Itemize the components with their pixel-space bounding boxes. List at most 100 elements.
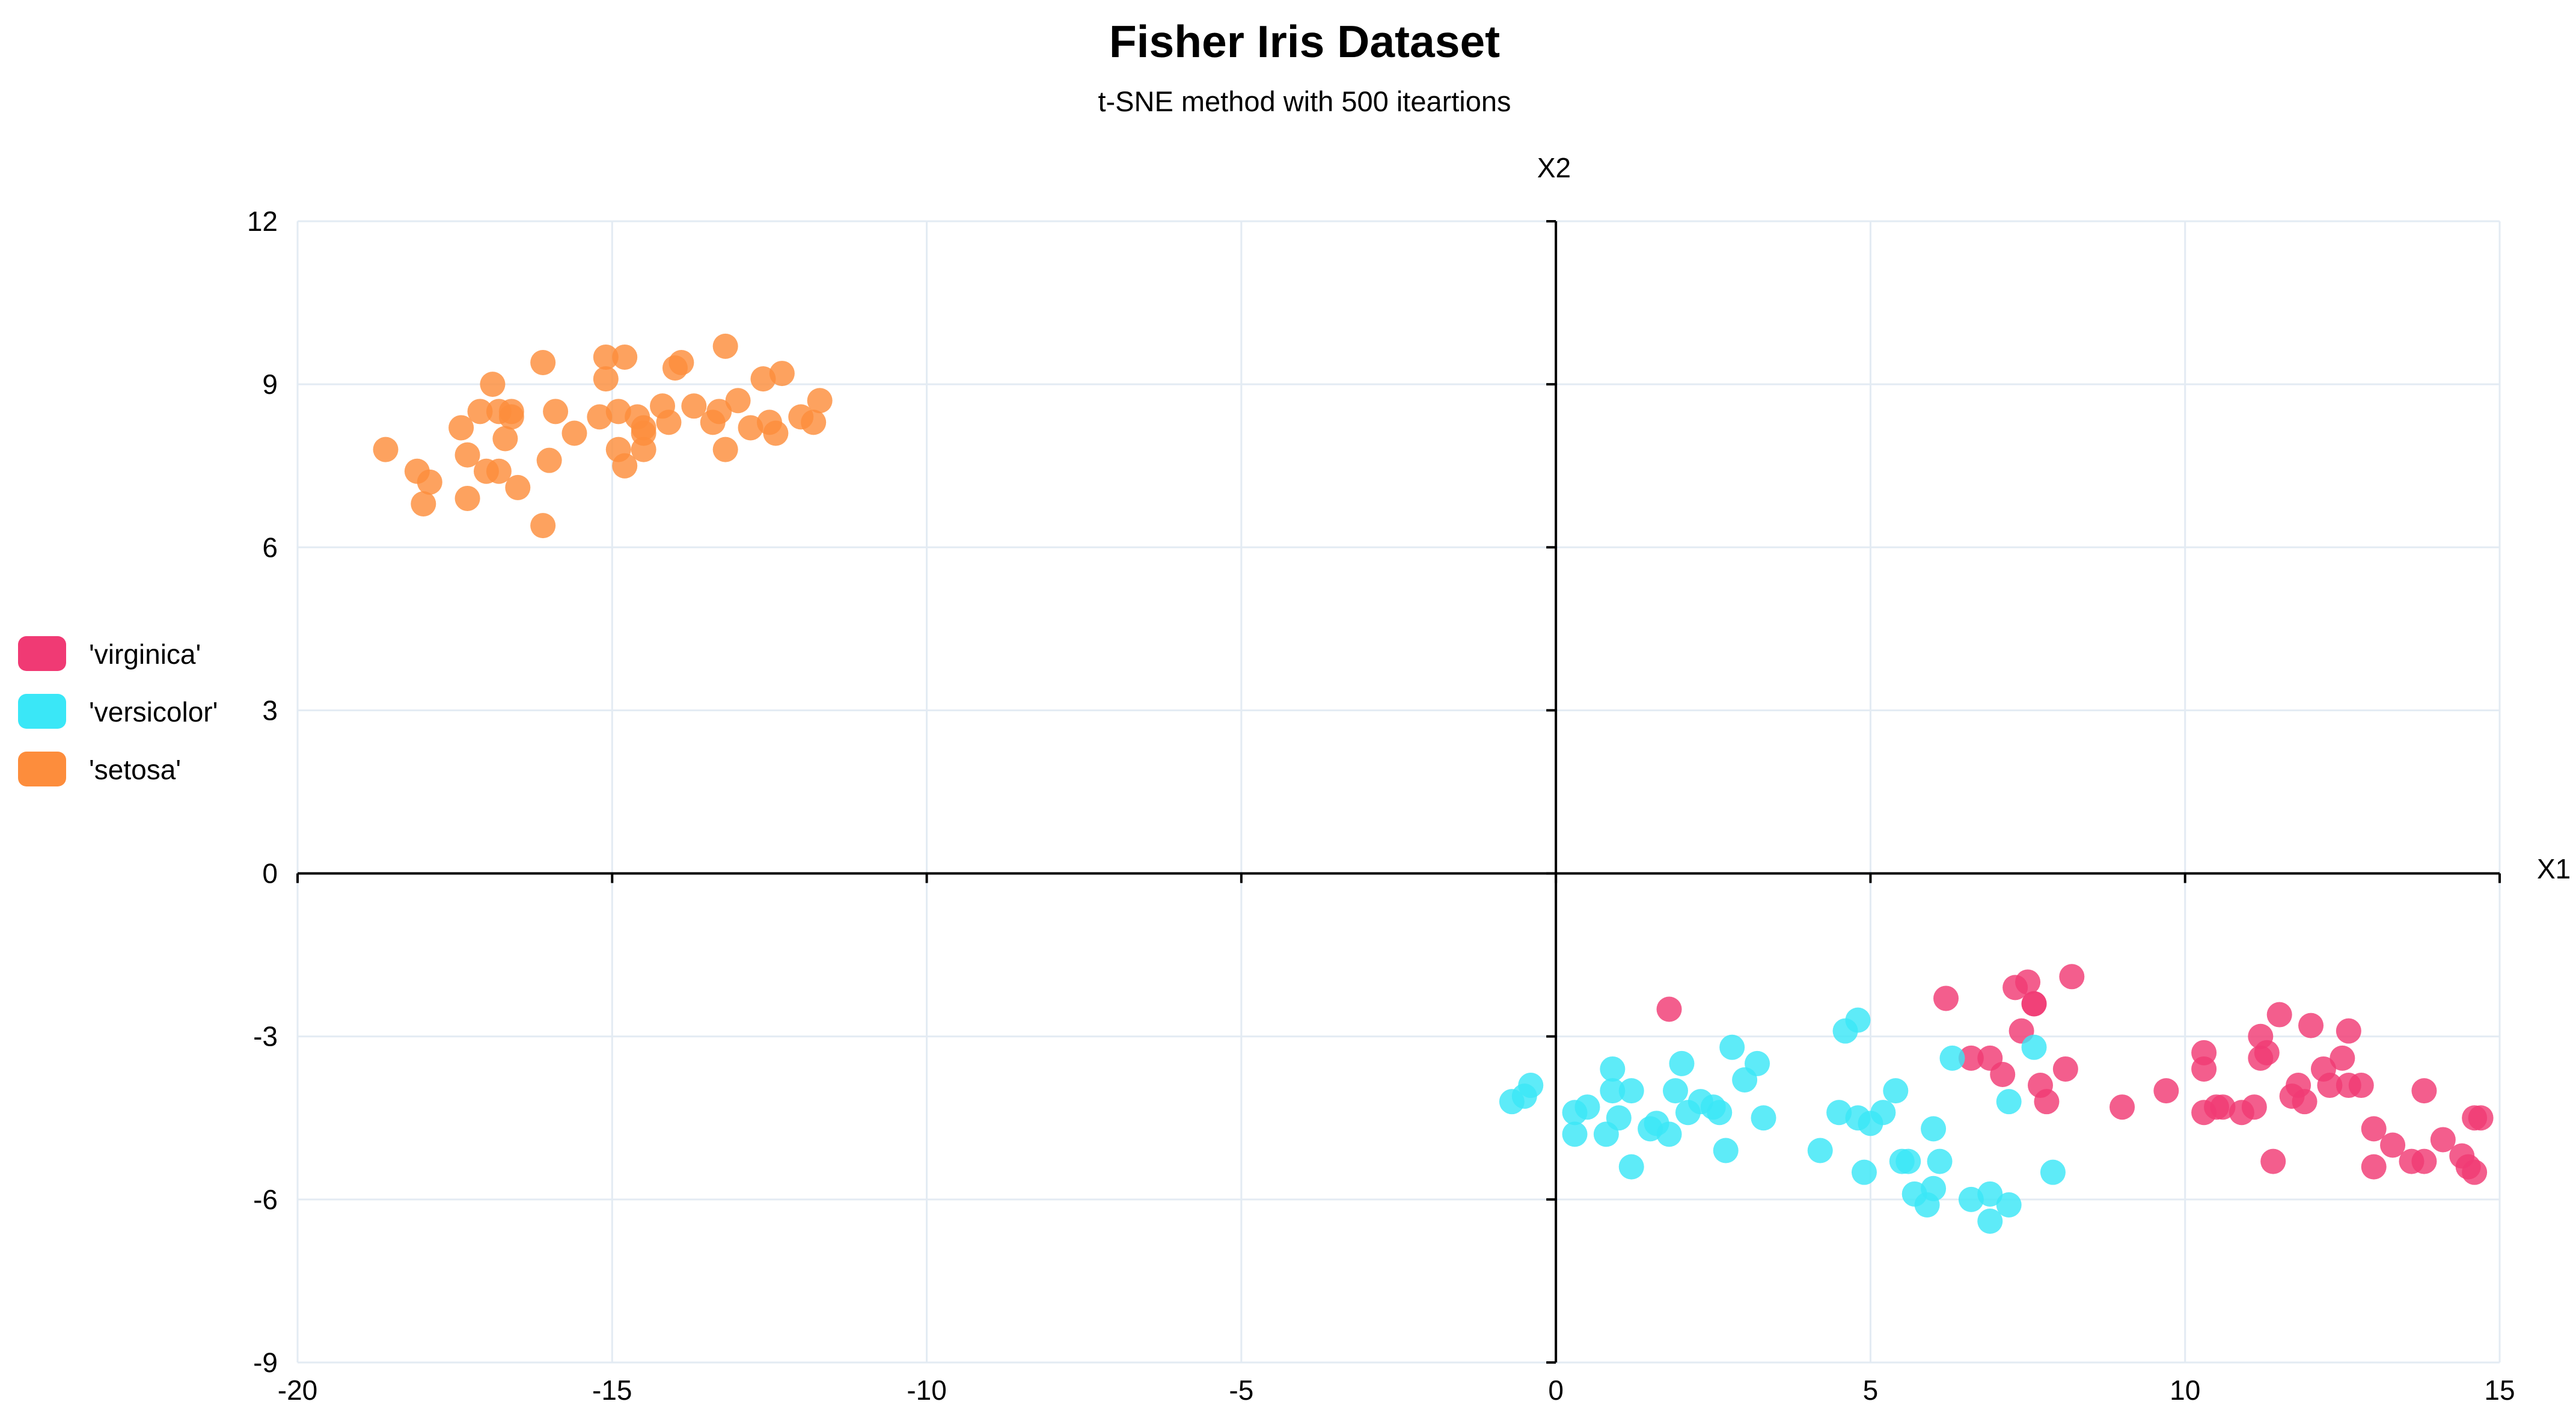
data-point-virginica [2059,964,2085,990]
legend-swatch [18,636,66,671]
x-tick-label: 5 [1863,1374,1879,1406]
data-point-versicolor [1662,1078,1688,1104]
data-point-versicolor [2040,1159,2066,1185]
data-point-versicolor [1618,1154,1644,1180]
x-tick-label: 10 [2170,1374,2200,1406]
legend-label: 'virginica' [89,639,201,670]
legend-label: 'versicolor' [89,696,218,728]
data-point-versicolor [1574,1094,1600,1120]
data-point-setosa [561,420,587,446]
data-point-virginica [2153,1078,2179,1104]
data-point-setosa [612,344,638,370]
data-point-virginica [2361,1116,2387,1142]
legend-swatch [18,752,66,786]
data-point-virginica [2292,1089,2317,1115]
data-point-versicolor [1996,1089,2022,1115]
x-tick-label: -5 [1229,1374,1253,1406]
data-point-versicolor [1851,1159,1877,1185]
data-point-versicolor [1921,1116,1947,1142]
data-point-versicolor [1977,1181,2003,1207]
data-point-virginica [2462,1159,2488,1185]
data-point-virginica [2430,1127,2456,1153]
chart-subtitle: t-SNE method with 500 iteartions [1098,85,1511,117]
data-point-versicolor [1939,1045,1965,1071]
data-point-setosa [505,474,531,500]
data-point-virginica [2266,1002,2292,1028]
x-tick-label: -20 [278,1374,317,1406]
chart-title: Fisher Iris Dataset [1109,16,1500,67]
data-point-setosa [530,513,556,539]
data-point-virginica [2411,1078,2437,1104]
data-point-setosa [668,349,694,375]
data-point-virginica [2052,1056,2078,1082]
y-axis-label: X2 [1537,152,1571,183]
data-point-versicolor [1889,1148,1915,1174]
data-point-virginica [2260,1148,2286,1174]
legend: 'virginica' 'versicolor' 'setosa' [18,636,218,786]
data-point-setosa [681,393,707,419]
data-point-versicolor [1977,1209,2003,1234]
data-point-setosa [498,404,524,430]
y-tick-label: -9 [253,1347,278,1378]
data-point-setosa [706,399,732,424]
data-point-virginica [1990,1061,2016,1087]
data-point-setosa [536,447,562,473]
data-point-setosa [725,388,751,414]
data-point-virginica [1958,1045,1984,1071]
data-point-versicolor [1845,1007,1871,1033]
data-points [373,333,2494,1234]
data-point-versicolor [1518,1073,1544,1099]
data-point-versicolor [1600,1056,1626,1082]
data-point-versicolor [1996,1192,2022,1218]
x-tick-label: -10 [907,1374,946,1406]
data-point-setosa [373,437,399,462]
data-point-setosa [769,361,795,387]
data-point-versicolor [2021,1034,2047,1060]
data-point-versicolor [1745,1050,1770,1076]
legend-label: 'setosa' [89,754,181,785]
y-tick-label: 9 [262,369,278,400]
data-point-versicolor [1656,1121,1682,1147]
data-point-versicolor [1606,1105,1632,1131]
data-point-virginica [2336,1018,2361,1044]
x-tick-label: -15 [592,1374,632,1406]
y-tick-label: 6 [262,532,278,563]
data-point-setosa [593,366,619,392]
data-point-setosa [480,372,506,397]
data-point-versicolor [1719,1034,1745,1060]
y-tick-label: -6 [253,1184,278,1215]
y-tick-label: 3 [262,694,278,726]
data-point-setosa [612,453,638,479]
data-point-versicolor [1883,1078,1909,1104]
axes: -20 -15 -10 -5 0 5 10 15 -9 -6 -3 0 3 6 9 12 [247,206,2515,1406]
data-point-versicolor [1807,1138,1833,1163]
data-point-versicolor [1669,1050,1695,1076]
data-point-virginica [2348,1073,2374,1099]
data-point-versicolor [1870,1100,1896,1126]
data-point-setosa [763,420,789,446]
data-point-setosa [543,399,569,424]
data-point-setosa [492,426,518,452]
x-axis-label: X1 [2537,853,2571,884]
legend-swatch [18,694,66,729]
data-point-versicolor [1562,1121,1588,1147]
data-point-setosa [467,399,493,424]
data-point-setosa [801,409,827,435]
data-point-virginica [2380,1132,2406,1158]
x-tick-label: 0 [1548,1374,1564,1406]
data-point-virginica [2254,1040,2280,1065]
data-point-virginica [2021,991,2047,1017]
data-point-versicolor [1921,1175,1947,1201]
data-point-setosa [631,437,656,462]
data-point-virginica [2411,1148,2437,1174]
data-point-virginica [2015,969,2041,995]
data-point-setosa [454,442,480,468]
y-tick-label: 0 [262,858,278,889]
data-point-virginica [2034,1089,2060,1115]
data-point-setosa [593,344,619,370]
data-point-virginica [2241,1094,2267,1120]
data-point-versicolor [1707,1100,1733,1126]
data-point-setosa [486,458,512,484]
data-point-virginica [1933,985,1959,1011]
